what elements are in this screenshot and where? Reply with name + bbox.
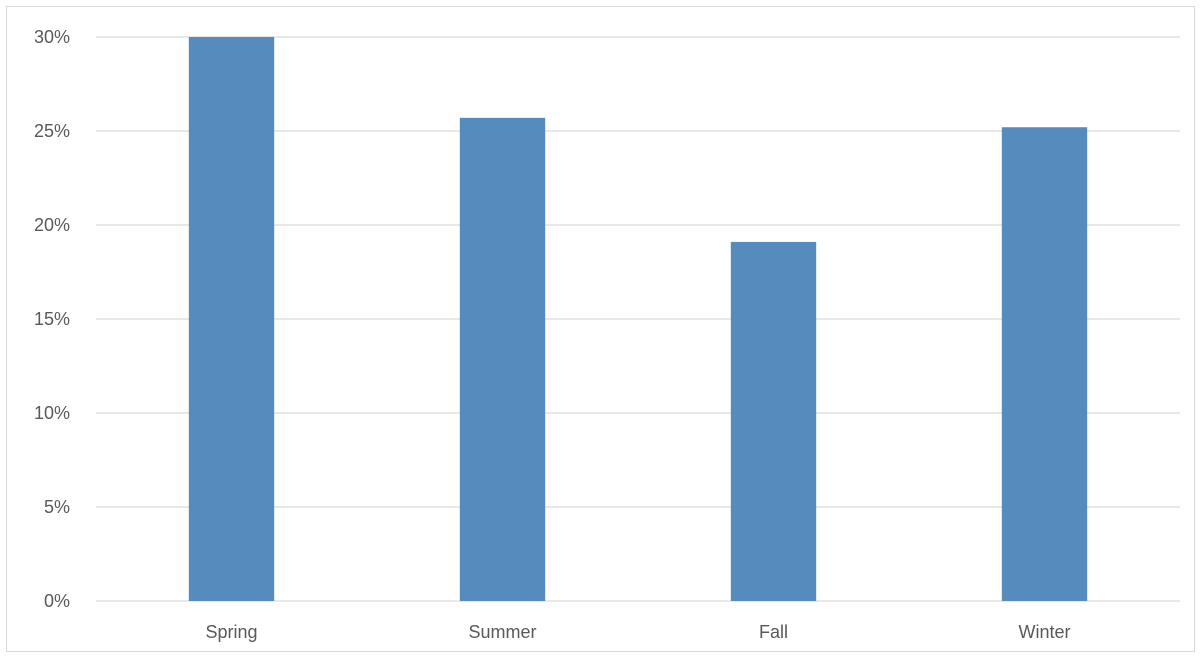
y-tick-label: 20% xyxy=(34,215,70,235)
x-tick-label: Fall xyxy=(759,622,788,642)
y-tick-label: 5% xyxy=(44,497,70,517)
bar-fall xyxy=(730,241,817,602)
y-tick-label: 10% xyxy=(34,403,70,423)
x-tick-label: Spring xyxy=(205,622,257,642)
bar-winter xyxy=(1001,127,1088,602)
gridlines xyxy=(96,36,1180,602)
y-tick-label: 25% xyxy=(34,121,70,141)
y-tick-label: 30% xyxy=(34,27,70,47)
bars xyxy=(188,37,1088,602)
x-tick-label: Winter xyxy=(1018,622,1070,642)
bar-spring xyxy=(188,37,275,601)
y-axis-tick-labels: 0% 5% 10% 15% 20% 25% 30% xyxy=(34,27,70,611)
x-axis-tick-labels: Spring Summer Fall Winter xyxy=(205,622,1070,642)
y-tick-label: 15% xyxy=(34,309,70,329)
bar-summer xyxy=(459,117,546,601)
x-tick-label: Summer xyxy=(468,622,536,642)
y-tick-label: 0% xyxy=(44,591,70,611)
